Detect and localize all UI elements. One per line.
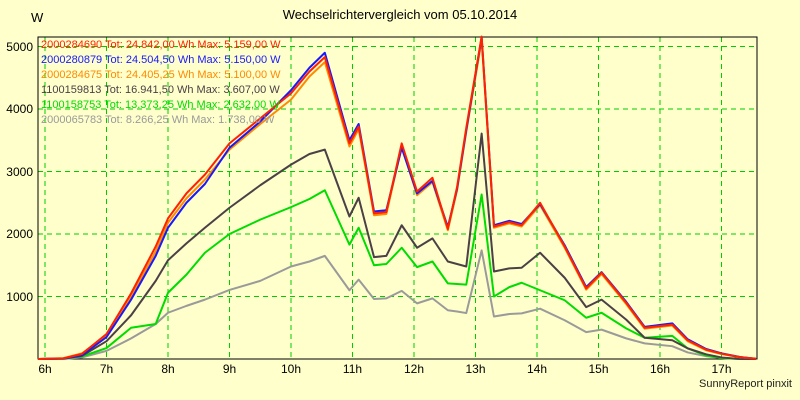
series-line-1100158753 xyxy=(37,189,757,360)
legend-entry: 1100158753 Tot: 13.373,25 Wh Max: 2.632,… xyxy=(41,99,280,111)
x-tick-label: 9h xyxy=(222,362,237,376)
y-tick-label: 5000 xyxy=(6,39,33,54)
legend-entry: 2000284690 Tot: 24.842,00 Wh Max: 5.159,… xyxy=(41,39,281,51)
x-tick-label: 13h xyxy=(465,362,486,376)
series-line-1100159813 xyxy=(37,132,757,360)
legend-entry: 2000284675 Tot: 24.405,25 Wh Max: 5.100,… xyxy=(41,69,281,81)
x-tick-label: 8h xyxy=(161,362,175,376)
legend-entry: 2000280879 Tot: 24.504,50 Wh Max: 5.150,… xyxy=(41,54,281,66)
y-tick-label: 4000 xyxy=(6,102,33,116)
x-tick-label: 15h xyxy=(588,362,609,376)
y-tick-label: 1000 xyxy=(6,289,33,304)
x-tick-label: 7h xyxy=(99,362,114,376)
page-title: Wechselrichtervergleich vom 05.10.2014 xyxy=(282,7,518,22)
x-tick-label: 14h xyxy=(526,362,548,376)
y-tick-label: 3000 xyxy=(6,164,33,179)
plot-border xyxy=(37,36,758,360)
legend: 2000284690 Tot: 24.842,00 Wh Max: 5.159,… xyxy=(41,38,281,128)
x-tick-label: 16h xyxy=(649,362,671,376)
y-axis-unit-label: W xyxy=(31,10,44,25)
legend-entry: 2000065783 Tot: 8.266,25 Wh Max: 1.738,0… xyxy=(41,114,275,126)
y-tick-label: 2000 xyxy=(6,227,33,241)
x-tick-label: 6h xyxy=(38,362,52,376)
x-tick-label: 12h xyxy=(403,362,425,376)
footer-credit: SunnyReport pinxit xyxy=(699,378,792,390)
x-tick-label: 10h xyxy=(280,362,302,376)
series-line-2000065783 xyxy=(37,249,757,360)
x-tick-label: 11h xyxy=(342,362,363,376)
x-tick-label: 17h xyxy=(711,362,732,376)
series-line-2000284690 xyxy=(37,35,757,360)
legend-entry: 1100159813 Tot: 16.941,50 Wh Max: 3.607,… xyxy=(41,84,280,96)
